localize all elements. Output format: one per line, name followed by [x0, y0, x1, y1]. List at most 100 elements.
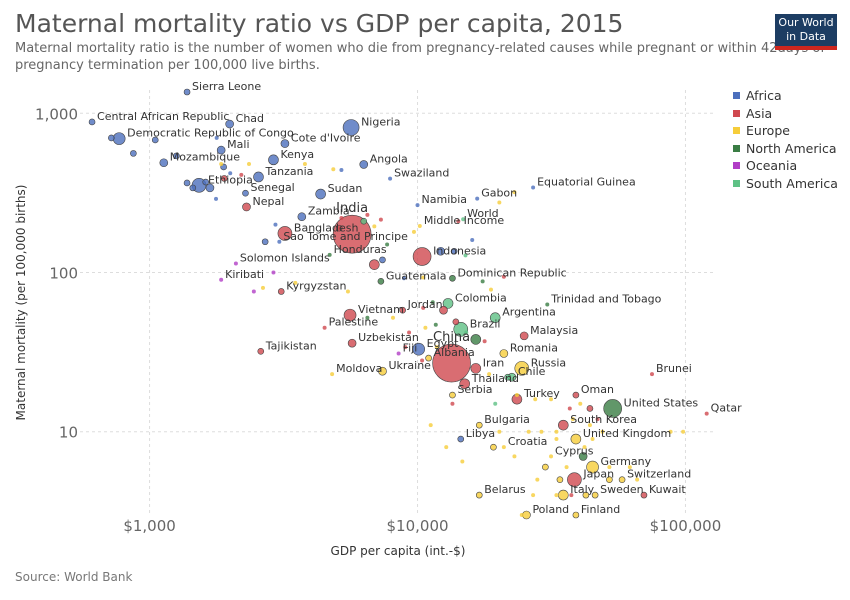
data-point: [456, 219, 461, 224]
legend-item[interactable]: South America: [733, 175, 838, 193]
data-point: [216, 145, 226, 155]
logo-line-1: Our World: [778, 16, 834, 29]
point-label: Kiribati: [225, 268, 264, 281]
point-label: Kenya: [280, 148, 314, 161]
data-point: [183, 179, 191, 187]
data-point: [554, 437, 559, 442]
data-point: [480, 279, 485, 284]
point-label: Democratic Republic of Congo: [127, 127, 294, 140]
data-point: [564, 465, 569, 470]
point-label: Argentina: [502, 306, 556, 319]
point-label: Cyprus: [555, 444, 594, 457]
legend-item[interactable]: North America: [733, 140, 838, 158]
data-point: [390, 315, 395, 320]
legend-item[interactable]: Africa: [733, 87, 838, 105]
point-label: Turkey: [523, 387, 560, 400]
data-point: [112, 132, 126, 145]
data-point: [277, 239, 282, 244]
data-point: [570, 433, 582, 445]
chart-subtitle: Maternal mortality ratio is the number o…: [15, 41, 825, 73]
owid-logo[interactable]: Our World in Data: [775, 14, 837, 50]
data-point: [330, 372, 335, 377]
data-point: [497, 429, 502, 434]
data-point: [359, 160, 369, 169]
data-point: [335, 224, 343, 232]
data-point: [108, 134, 115, 142]
point-label: Sierra Leone: [192, 80, 261, 93]
data-point: [453, 321, 469, 337]
legend-swatch: [733, 179, 740, 187]
data-point: [302, 162, 307, 167]
data-point: [257, 348, 265, 355]
legend-label: Europe: [746, 123, 790, 139]
data-point: [649, 372, 654, 377]
point-label: Indonesia: [433, 245, 486, 258]
data-point: [570, 417, 575, 422]
data-point: [519, 513, 524, 517]
point-label: Cote d'Ivoire: [291, 132, 361, 145]
point-label: United Kingdom: [583, 427, 671, 440]
data-point: [273, 222, 278, 227]
data-point: [369, 259, 380, 270]
point-label: Thailand: [471, 372, 519, 385]
data-point: [533, 397, 538, 402]
legend[interactable]: Africa Asia Europe North America Oceania Sout…: [733, 87, 838, 192]
point-label: Tanzania: [265, 165, 314, 178]
data-point: [130, 150, 137, 157]
data-point: [271, 270, 276, 275]
data-point: [293, 280, 298, 285]
x-tick-label: $10,000: [387, 517, 449, 535]
point-label: Brunei: [656, 362, 692, 375]
data-point: [268, 154, 279, 166]
data-point: [339, 168, 344, 173]
data-point: [378, 366, 387, 376]
point-label: Namibia: [422, 193, 468, 206]
data-point: [261, 238, 269, 246]
data-point: [345, 289, 350, 294]
data-point: [377, 278, 385, 285]
data-point: [327, 252, 332, 257]
data-point: [704, 411, 709, 416]
point-label: Nepal: [252, 195, 284, 208]
data-point: [88, 118, 96, 126]
data-point: [214, 196, 219, 201]
data-point: [526, 429, 531, 434]
data-point: [457, 435, 465, 443]
legend-item[interactable]: Oceania: [733, 157, 838, 175]
data-point: [343, 308, 357, 322]
data-point: [242, 189, 249, 197]
legend-item[interactable]: Europe: [733, 122, 838, 140]
point-label: Guatemala: [386, 269, 447, 282]
data-point: [407, 330, 412, 335]
legend-item[interactable]: Asia: [733, 105, 838, 123]
data-point: [470, 238, 475, 243]
data-point: [253, 171, 264, 183]
data-point: [159, 158, 169, 168]
data-point: [425, 354, 432, 362]
data-point: [488, 287, 493, 292]
data-point: [586, 460, 599, 474]
data-point: [582, 445, 587, 450]
data-point: [428, 423, 433, 428]
data-point: [578, 401, 583, 406]
data-point: [618, 476, 626, 483]
data-point: [545, 302, 550, 307]
point-label: Qatar: [711, 402, 742, 415]
point-label: Honduras: [334, 243, 387, 256]
point-label: Finland: [581, 503, 620, 516]
data-point: [635, 477, 640, 482]
point-label: Bulgaria: [484, 413, 530, 426]
point-label: Trinidad and Tobago: [550, 292, 661, 305]
data-point: [591, 491, 599, 499]
data-point: [489, 312, 501, 324]
data-point: [378, 217, 383, 222]
data-point: [512, 190, 517, 195]
legend-swatch: [733, 127, 740, 135]
data-point: [607, 465, 612, 470]
data-point: [475, 421, 483, 429]
point-label: Sweden: [600, 483, 643, 496]
data-point: [388, 176, 393, 181]
data-point: [600, 429, 605, 434]
data-point: [569, 493, 574, 498]
